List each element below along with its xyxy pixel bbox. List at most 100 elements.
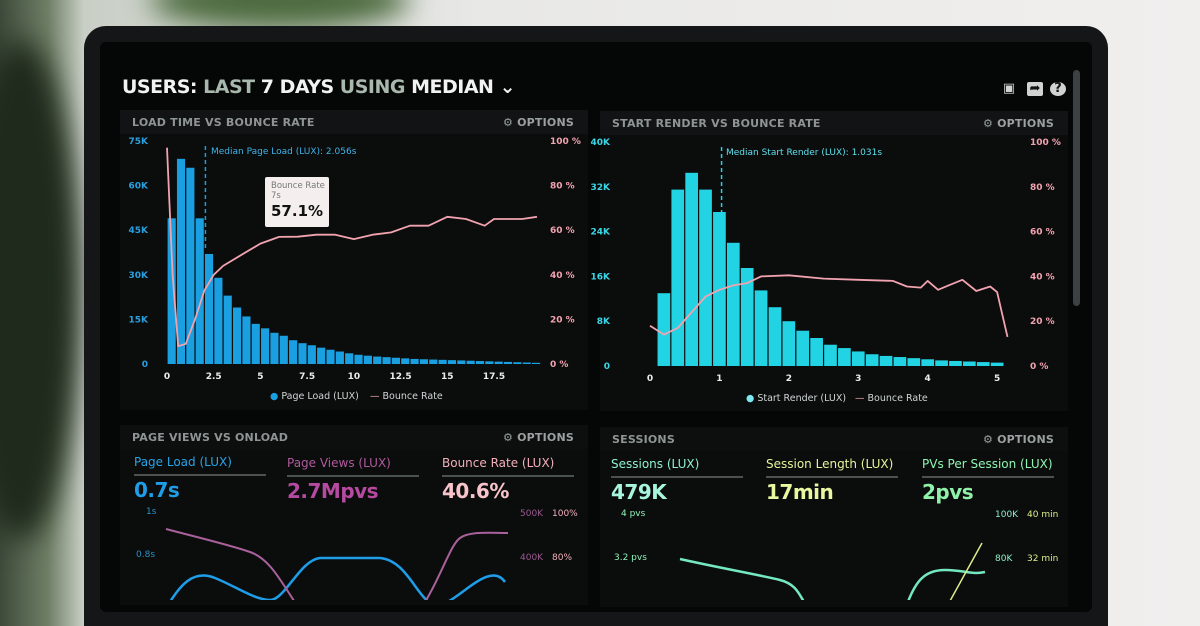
x-tick: 3 bbox=[855, 374, 861, 384]
y-right-tick: 60 % bbox=[1030, 228, 1055, 238]
y-right-tick: 80 % bbox=[550, 182, 575, 192]
median-annotation: Median Start Render (LUX): 1.031s bbox=[726, 148, 883, 158]
share-icon[interactable]: ➦ bbox=[1027, 82, 1043, 96]
histogram-bar bbox=[214, 277, 223, 364]
x-tick: 2 bbox=[786, 374, 792, 384]
histogram-bar bbox=[726, 242, 740, 366]
y-tick: 500K bbox=[520, 509, 544, 519]
x-tick: 10 bbox=[348, 372, 361, 382]
pvs-series-line bbox=[679, 557, 805, 600]
scrollbar[interactable] bbox=[1073, 70, 1080, 306]
histogram-bar bbox=[204, 253, 214, 364]
legend-item[interactable]: ● Page Load (LUX) bbox=[270, 391, 359, 402]
histogram-bar bbox=[754, 290, 768, 366]
histogram-bar bbox=[261, 328, 270, 364]
y-right-tick: 60 % bbox=[550, 226, 575, 236]
options-button[interactable]: ⚙ OPTIONS bbox=[503, 431, 574, 444]
y-left-tick: 40K bbox=[591, 138, 612, 148]
histogram-bar bbox=[782, 321, 796, 366]
x-tick: 0 bbox=[164, 372, 170, 382]
histogram-bar bbox=[976, 362, 990, 366]
histogram-bar bbox=[438, 359, 447, 364]
x-tick: 15 bbox=[441, 372, 454, 382]
histogram-bar bbox=[838, 348, 851, 366]
bounce-rate-series-line bbox=[425, 531, 509, 600]
histogram-bar bbox=[513, 362, 522, 364]
histogram-bar bbox=[289, 340, 298, 364]
histogram-bar bbox=[233, 307, 242, 364]
panel-title: PAGE VIEWS VS ONLOAD bbox=[132, 431, 289, 444]
histogram-bar bbox=[317, 347, 326, 364]
sessions-panel bbox=[600, 427, 1068, 607]
histogram-bar bbox=[865, 354, 879, 366]
histogram-bar bbox=[326, 349, 335, 364]
y-left-tick: 8K bbox=[597, 317, 611, 327]
panel-header: START RENDER VS BOUNCE RATE ⚙ OPTIONS bbox=[600, 111, 1068, 135]
y-tick: 32 min bbox=[1027, 554, 1059, 564]
x-tick: 5 bbox=[994, 374, 1000, 384]
histogram-bar bbox=[907, 358, 921, 366]
y-right-tick: 20 % bbox=[550, 315, 575, 325]
histogram-bar bbox=[457, 360, 466, 364]
histogram-bar bbox=[251, 323, 260, 364]
options-button[interactable]: ⚙ OPTIONS bbox=[983, 433, 1054, 446]
histogram-bar bbox=[167, 218, 176, 364]
histogram-bar bbox=[345, 353, 354, 364]
histogram-bar bbox=[990, 362, 1004, 366]
histogram-bar bbox=[475, 361, 485, 364]
histogram-bar bbox=[685, 172, 698, 366]
metric-value: 2pvs bbox=[922, 480, 974, 504]
metric-value: 479K bbox=[611, 480, 667, 504]
histogram-bar bbox=[466, 360, 475, 364]
session-length-series-line bbox=[949, 542, 983, 600]
histogram-bar bbox=[893, 357, 907, 366]
histogram-bar bbox=[824, 344, 837, 366]
metric-value: 2.7Mpvs bbox=[287, 479, 379, 503]
y-right-tick: 0 % bbox=[1030, 362, 1048, 372]
histogram-bar bbox=[373, 356, 382, 364]
y-right-tick: 0 % bbox=[550, 360, 568, 370]
histogram-bar bbox=[354, 354, 363, 364]
histogram-bar bbox=[768, 307, 782, 366]
metric-value: 40.6% bbox=[442, 479, 509, 503]
y-tick: 80% bbox=[552, 553, 573, 563]
histogram-bar bbox=[522, 362, 531, 364]
x-tick: 17.5 bbox=[483, 372, 505, 382]
metric-value: 0.7s bbox=[134, 478, 180, 502]
options-button[interactable]: ⚙ OPTIONS bbox=[503, 116, 574, 129]
monitor-icon[interactable]: ▣ bbox=[1002, 81, 1016, 96]
page-load-series-line bbox=[169, 556, 507, 600]
histogram-bar bbox=[307, 345, 316, 364]
y-tick: 100K bbox=[995, 510, 1019, 520]
x-tick: 2.5 bbox=[206, 372, 222, 382]
histogram-bar bbox=[391, 357, 400, 364]
page-title[interactable]: USERS: LAST 7 DAYS USING MEDIAN ⌄ bbox=[122, 76, 516, 98]
metric-label: Bounce Rate (LUX) bbox=[442, 456, 574, 477]
y-tick: 3.2 pvs bbox=[614, 553, 647, 563]
legend-item[interactable]: — Bounce Rate bbox=[855, 393, 928, 404]
histogram-bar bbox=[949, 360, 962, 366]
y-left-tick: 32K bbox=[591, 183, 612, 193]
histogram-bar bbox=[699, 189, 712, 366]
panel-title: SESSIONS bbox=[612, 433, 675, 446]
metric-label: Page Views (LUX) bbox=[287, 456, 419, 477]
histogram-bar bbox=[796, 330, 810, 366]
histogram-bar bbox=[851, 351, 865, 366]
y-right-tick: 20 % bbox=[1030, 317, 1055, 327]
legend-item[interactable]: — Bounce Rate bbox=[370, 391, 443, 402]
help-icon[interactable]: ? bbox=[1050, 82, 1066, 96]
legend-item[interactable]: ● Start Render (LUX) bbox=[746, 393, 847, 404]
histogram-bar bbox=[921, 359, 935, 366]
histogram-bar bbox=[223, 295, 232, 364]
chevron-down-icon[interactable]: ⌄ bbox=[499, 76, 516, 98]
histogram-bar bbox=[176, 158, 186, 364]
histogram-bar bbox=[485, 361, 494, 364]
histogram-bar bbox=[298, 343, 307, 364]
bounce-rate-line bbox=[166, 147, 538, 348]
options-button[interactable]: ⚙ OPTIONS bbox=[983, 117, 1054, 130]
histogram-bar bbox=[657, 293, 671, 366]
histogram-bar bbox=[419, 359, 429, 364]
histogram-bar bbox=[963, 361, 976, 366]
y-left-tick: 75K bbox=[129, 137, 150, 147]
y-left-tick: 45K bbox=[129, 226, 150, 236]
